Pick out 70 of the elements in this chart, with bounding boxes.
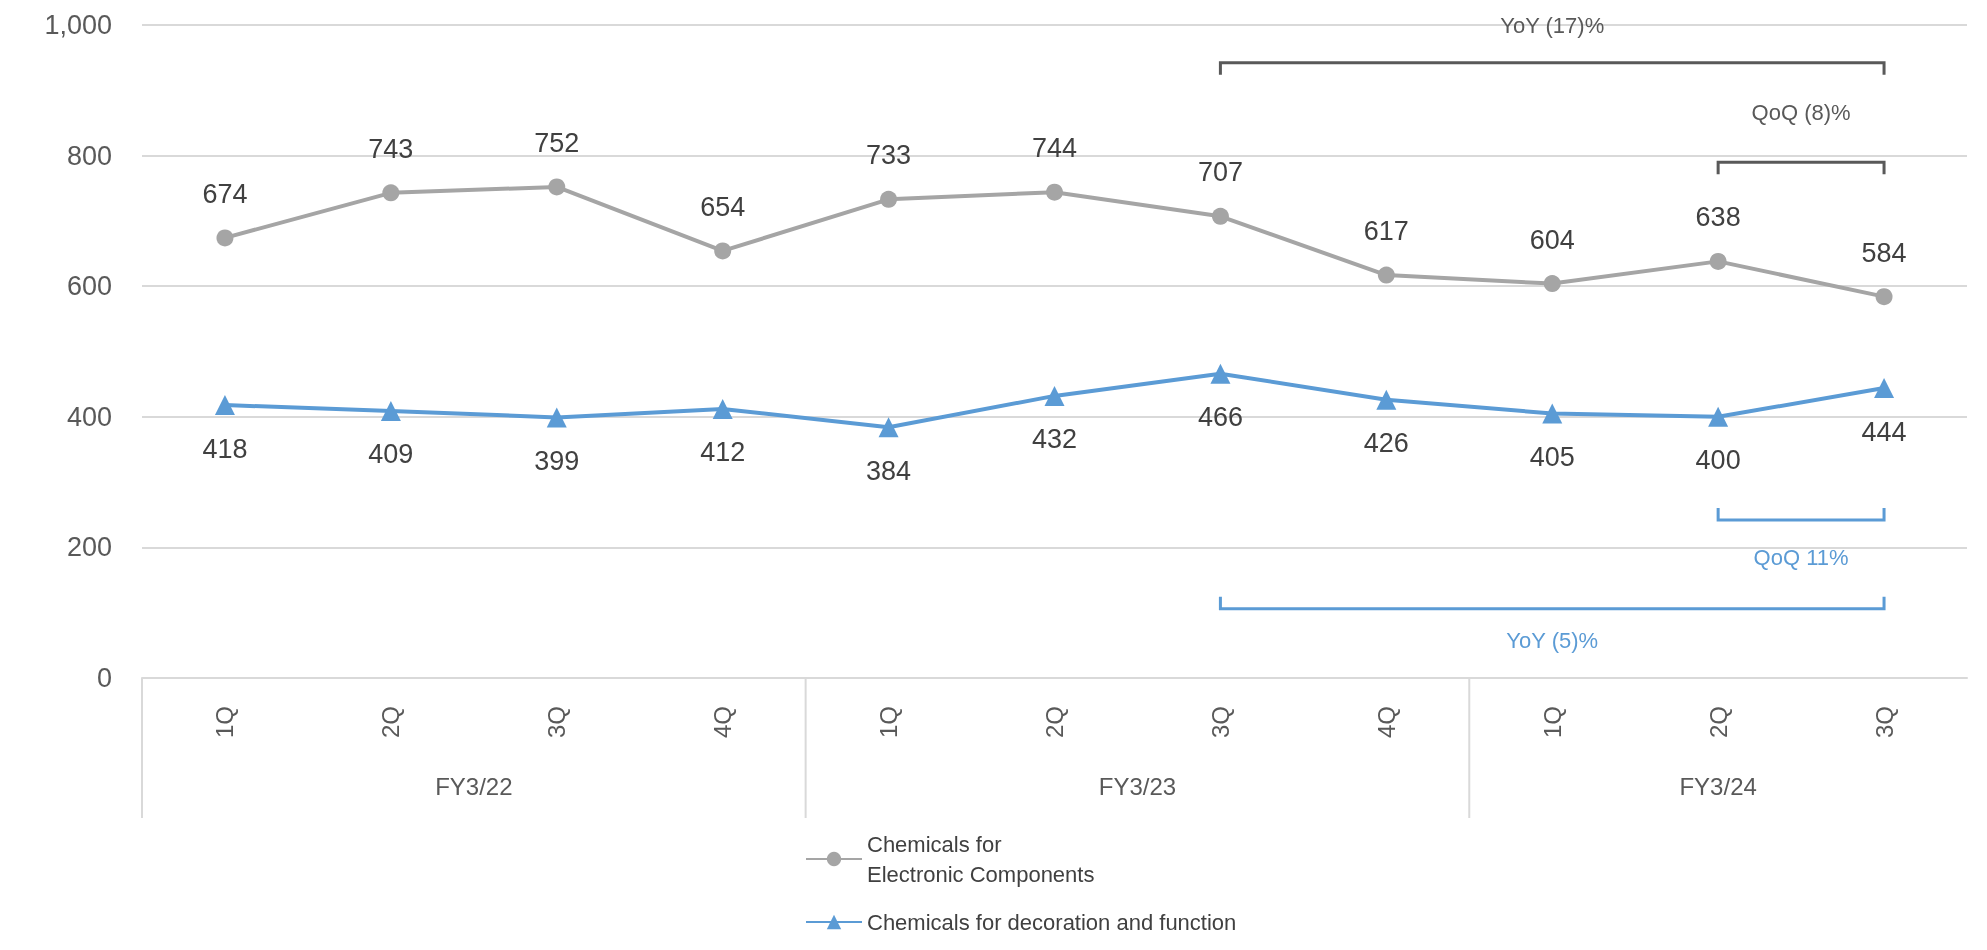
point	[382, 184, 400, 202]
point	[1875, 288, 1893, 306]
y-tick-label: 0	[96, 663, 112, 693]
point	[712, 398, 733, 419]
data-label: 412	[700, 437, 746, 468]
point	[1377, 266, 1395, 284]
point	[714, 242, 732, 260]
data-label: 744	[1031, 133, 1078, 164]
annotation: YoY (5)%	[1506, 627, 1599, 653]
data-label: 654	[700, 191, 746, 222]
y-tick-label: 400	[66, 401, 112, 432]
data-label: 432	[1031, 424, 1078, 455]
legend-label: Chemicals for Electronic Components	[867, 831, 1095, 887]
point	[1542, 403, 1563, 424]
data-label: 418	[202, 433, 248, 464]
y-tick-label: 800	[66, 140, 112, 171]
x-tick-label: 4Q	[1372, 706, 1400, 739]
x-tick-label: 1Q	[875, 706, 903, 739]
point	[1543, 275, 1561, 293]
data-label: 584	[1861, 237, 1907, 268]
data-label: 617	[1363, 216, 1409, 247]
data-label: 733	[866, 140, 912, 171]
point	[1211, 207, 1229, 225]
point	[1044, 385, 1065, 406]
data-label: 405	[1529, 442, 1575, 473]
annotation: QoQ 11%	[1753, 544, 1849, 570]
y-tick-label: 600	[66, 271, 112, 302]
annotation: QoQ (8)%	[1751, 100, 1851, 125]
x-tick-label: 3Q	[543, 706, 571, 739]
point	[548, 178, 566, 196]
data-label: 466	[1197, 402, 1243, 433]
point	[878, 417, 899, 438]
point	[1709, 252, 1727, 270]
data-label: 604	[1529, 224, 1575, 255]
data-label: 638	[1695, 202, 1741, 233]
data-label: 426	[1363, 428, 1409, 459]
text: FY3/23	[1098, 772, 1177, 800]
x-tick-label: 1Q	[1538, 706, 1566, 739]
data-label: 409	[368, 439, 414, 470]
point	[1376, 389, 1397, 410]
point	[1708, 406, 1729, 427]
y-tick-label: 1,000	[44, 10, 112, 40]
data-label: 399	[534, 445, 580, 476]
data-label: 674	[202, 178, 248, 209]
point	[216, 229, 234, 247]
data-label: 707	[1197, 157, 1243, 188]
annotation: YoY (17)%	[1500, 12, 1605, 38]
x-tick-label: 3Q	[1206, 706, 1234, 739]
x-tick-label: 2Q	[377, 706, 405, 739]
text: FY3/24	[1679, 772, 1757, 800]
x-tick-label: 2Q	[1704, 706, 1732, 739]
x-tick-label: 4Q	[709, 706, 737, 739]
x-tick-label: 1Q	[211, 706, 239, 739]
point	[1874, 378, 1895, 399]
data-label: 752	[534, 127, 580, 158]
legend-label: Chemicals for decoration and function	[867, 909, 1237, 935]
data-label: 743	[368, 133, 414, 164]
point	[880, 190, 898, 208]
point	[1210, 363, 1231, 384]
x-tick-label: 2Q	[1041, 706, 1068, 739]
y-tick-label: 200	[66, 532, 112, 563]
x-tick-label: 3Q	[1870, 706, 1898, 739]
data-label: 444	[1861, 416, 1907, 447]
point	[380, 400, 401, 421]
text: FY3/22	[435, 772, 513, 800]
point	[546, 407, 567, 428]
data-label: 400	[1695, 445, 1741, 476]
point	[1046, 183, 1063, 201]
data-label: 384	[866, 455, 912, 486]
point	[214, 395, 235, 416]
